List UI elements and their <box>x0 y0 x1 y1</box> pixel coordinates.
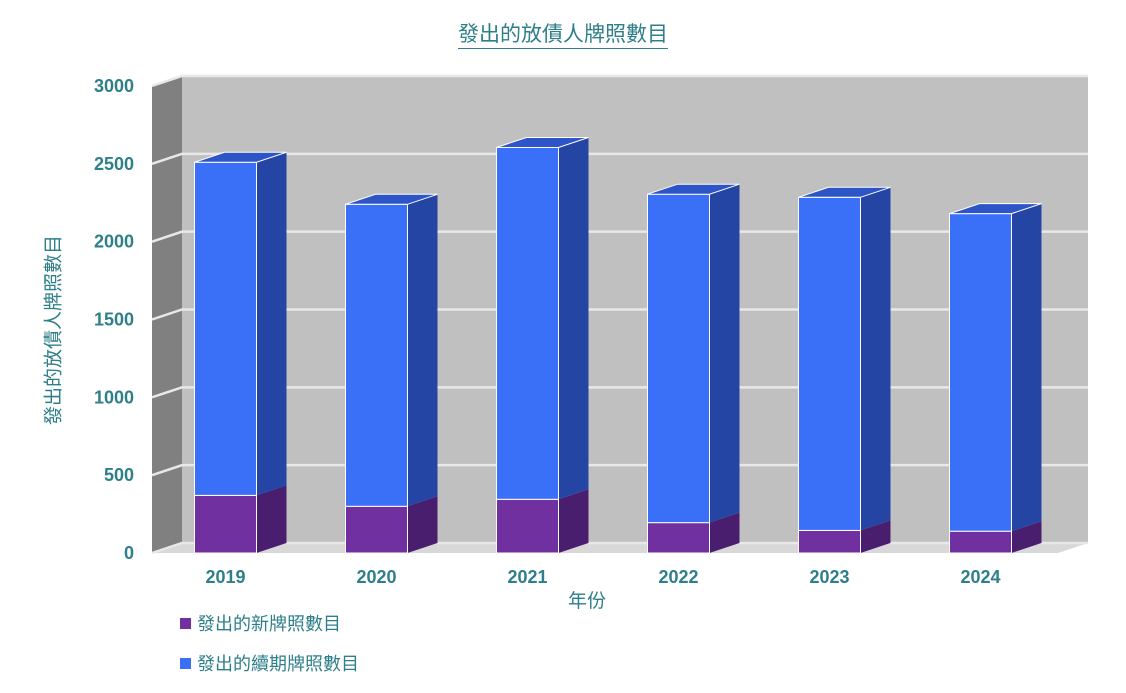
legend-label-renewed: 發出的續期牌照數目 <box>197 654 359 675</box>
bar-2020-new <box>345 505 408 554</box>
gridline <box>151 386 1088 399</box>
x-tick-label: 2022 <box>658 567 698 587</box>
y-tick-label: 1000 <box>94 387 134 407</box>
bar-side-2019-0 <box>256 485 287 553</box>
bar-side-2019-1 <box>256 152 287 496</box>
bar-2020-renewed <box>345 203 408 507</box>
x-tick-label: 2021 <box>507 567 547 587</box>
bar-2023-renewed <box>798 196 861 531</box>
bar-top-2020 <box>345 193 438 205</box>
bar-side-2024-0 <box>1011 521 1042 553</box>
gridline <box>151 230 1088 243</box>
bar-top-2022 <box>647 183 740 195</box>
gridline <box>151 74 1088 88</box>
bar-2019-new <box>194 494 257 554</box>
bar-side-2020-0 <box>407 496 438 553</box>
bar-top-2019 <box>194 151 287 163</box>
y-tick-label: 1500 <box>94 310 134 330</box>
bar-side-2022-0 <box>709 512 740 553</box>
gridline <box>151 152 1088 166</box>
bar-side-2023-1 <box>860 187 891 531</box>
y-tick-label: 2000 <box>94 232 134 252</box>
legend-item-new-licences: 發出的新牌照數目 <box>180 612 341 635</box>
bar-side-2023-0 <box>860 520 891 553</box>
x-tick-label: 2023 <box>809 567 849 587</box>
bar-side-2021-0 <box>558 489 589 553</box>
y-tick-label: 0 <box>124 543 134 563</box>
y-tick-label: 2500 <box>94 154 134 174</box>
bar-2021-renewed <box>496 146 559 500</box>
gridline <box>151 308 1088 321</box>
bar-2022-renewed <box>647 193 710 524</box>
bar-side-2020-1 <box>407 194 438 507</box>
y-tick-label: 3000 <box>94 76 134 96</box>
x-tick-label: 2019 <box>205 567 245 587</box>
legend-swatch-renewed <box>180 657 191 669</box>
x-axis-title: 年份 <box>568 590 607 612</box>
bar-2019-renewed <box>194 161 257 496</box>
floor <box>152 543 1088 553</box>
bar-side-2024-1 <box>1011 203 1042 532</box>
bar-2023-new <box>798 529 861 554</box>
legend-swatch-new <box>180 617 191 629</box>
bar-2024-new <box>949 530 1012 554</box>
x-tick-label: 2024 <box>960 567 1000 587</box>
bar-2021-new <box>496 498 559 554</box>
x-tick-label: 2020 <box>356 567 396 587</box>
chart-title: 發出的放債人牌照數目 <box>0 18 1126 49</box>
y-tick-label: 500 <box>104 465 134 485</box>
bar-side-2022-1 <box>709 184 740 523</box>
gridline <box>151 463 1088 477</box>
bar-side-2021-1 <box>558 137 589 500</box>
bar-top-2021 <box>496 136 589 148</box>
bar-2022-new <box>647 522 710 554</box>
gridline <box>151 541 1088 555</box>
bar-top-2024 <box>949 203 1042 215</box>
bar-2024-renewed <box>949 213 1012 532</box>
legend-item-renewed-licences: 發出的續期牌照數目 <box>180 652 359 675</box>
legend-label-new: 發出的新牌照數目 <box>197 614 341 635</box>
bar-top-2023 <box>798 186 891 198</box>
